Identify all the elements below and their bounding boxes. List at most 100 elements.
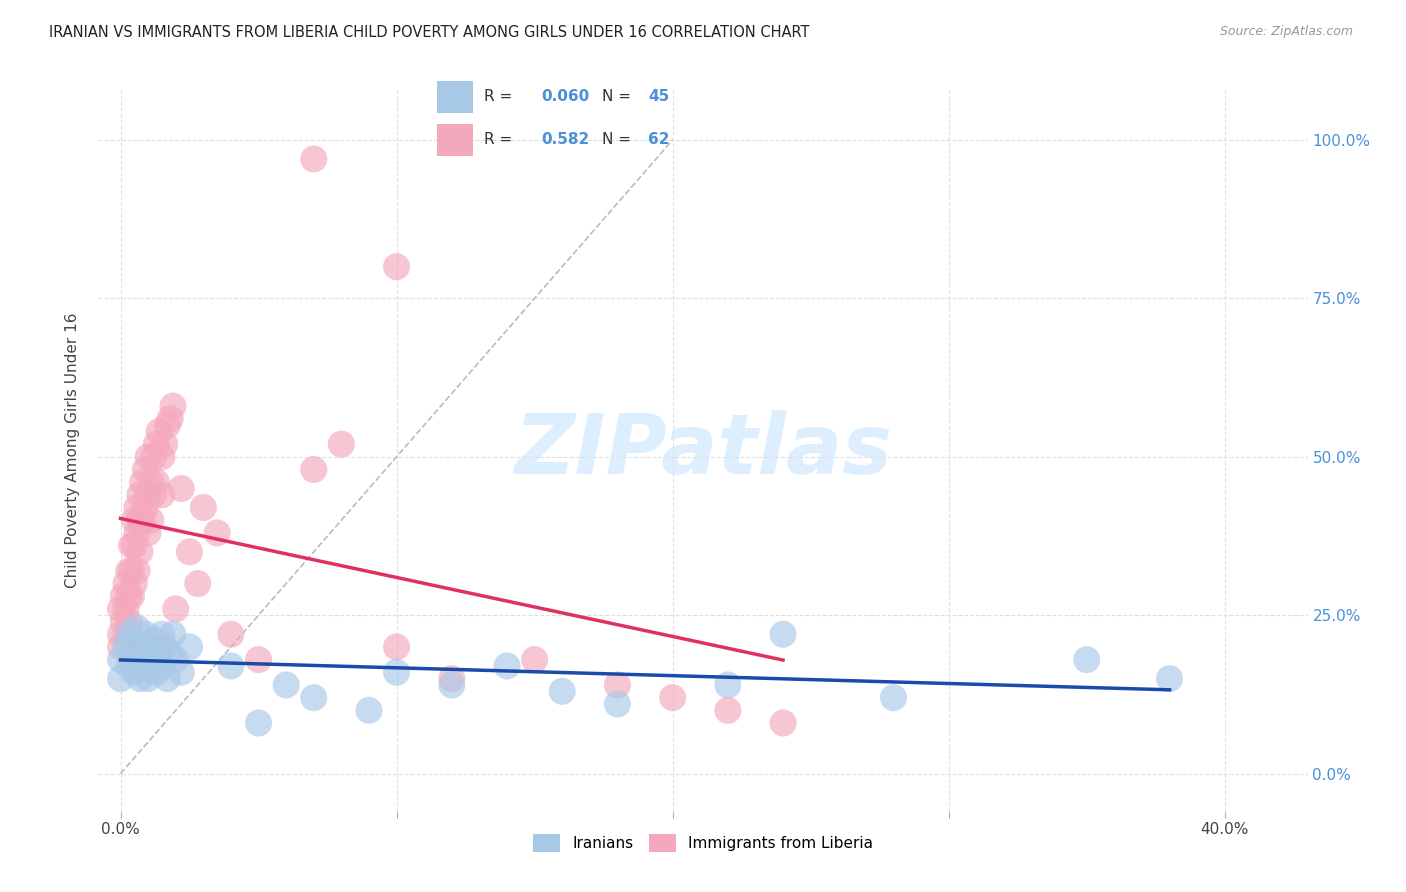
- Point: [159, 411, 181, 425]
- Point: [128, 672, 150, 686]
- Text: N =: N =: [602, 89, 636, 104]
- Point: [125, 652, 148, 666]
- Legend: Iranians, Immigrants from Liberia: Iranians, Immigrants from Liberia: [526, 828, 880, 858]
- Text: R =: R =: [484, 89, 517, 104]
- Point: [118, 589, 141, 603]
- Point: [124, 665, 146, 680]
- Point: [115, 576, 138, 591]
- Point: [134, 500, 156, 515]
- Point: [150, 450, 173, 464]
- Point: [247, 716, 270, 731]
- Point: [124, 576, 146, 591]
- Text: 45: 45: [648, 89, 669, 104]
- Point: [156, 672, 179, 686]
- Point: [125, 564, 148, 578]
- Point: [179, 640, 201, 654]
- Bar: [437, 124, 472, 156]
- Point: [136, 525, 159, 540]
- Point: [110, 640, 132, 654]
- Point: [302, 690, 325, 705]
- Bar: [437, 81, 472, 112]
- Point: [110, 627, 132, 641]
- Point: [124, 633, 146, 648]
- Point: [882, 690, 904, 705]
- Text: 0.582: 0.582: [541, 132, 589, 147]
- Point: [121, 589, 143, 603]
- Point: [148, 646, 170, 660]
- Point: [165, 602, 187, 616]
- Point: [128, 513, 150, 527]
- Point: [115, 627, 138, 641]
- Point: [124, 513, 146, 527]
- Point: [128, 640, 150, 654]
- Point: [134, 659, 156, 673]
- Point: [145, 475, 167, 490]
- Point: [496, 659, 519, 673]
- Point: [125, 621, 148, 635]
- Point: [219, 627, 242, 641]
- Text: Source: ZipAtlas.com: Source: ZipAtlas.com: [1219, 25, 1353, 38]
- Point: [165, 652, 187, 666]
- Point: [139, 513, 162, 527]
- Point: [118, 564, 141, 578]
- Point: [523, 652, 546, 666]
- Point: [162, 399, 184, 413]
- Point: [1159, 672, 1181, 686]
- Point: [142, 488, 165, 502]
- Point: [125, 500, 148, 515]
- Point: [136, 672, 159, 686]
- Point: [440, 678, 463, 692]
- Point: [606, 697, 628, 711]
- Point: [139, 475, 162, 490]
- Point: [170, 665, 193, 680]
- Point: [357, 703, 380, 717]
- Point: [145, 437, 167, 451]
- Point: [128, 488, 150, 502]
- Point: [179, 545, 201, 559]
- Point: [121, 539, 143, 553]
- Point: [302, 462, 325, 476]
- Point: [148, 425, 170, 439]
- Text: ZIPatlas: ZIPatlas: [515, 410, 891, 491]
- Point: [115, 602, 138, 616]
- Point: [156, 418, 179, 433]
- Point: [187, 576, 209, 591]
- Point: [606, 678, 628, 692]
- Point: [121, 646, 143, 660]
- Point: [136, 640, 159, 654]
- Point: [131, 646, 153, 660]
- Point: [136, 488, 159, 502]
- Point: [717, 703, 740, 717]
- Point: [142, 450, 165, 464]
- Point: [159, 646, 181, 660]
- Point: [153, 640, 176, 654]
- Point: [150, 659, 173, 673]
- Point: [717, 678, 740, 692]
- Point: [1076, 652, 1098, 666]
- Point: [145, 665, 167, 680]
- Point: [150, 627, 173, 641]
- Y-axis label: Child Poverty Among Girls Under 16: Child Poverty Among Girls Under 16: [65, 313, 80, 588]
- Point: [661, 690, 683, 705]
- Point: [440, 672, 463, 686]
- Point: [219, 659, 242, 673]
- Point: [153, 437, 176, 451]
- Point: [118, 659, 141, 673]
- Point: [112, 589, 135, 603]
- Point: [131, 513, 153, 527]
- Point: [121, 564, 143, 578]
- Point: [247, 652, 270, 666]
- Text: N =: N =: [602, 132, 636, 147]
- Text: 62: 62: [648, 132, 669, 147]
- Point: [551, 684, 574, 698]
- Point: [110, 672, 132, 686]
- Point: [131, 475, 153, 490]
- Point: [385, 260, 408, 274]
- Point: [134, 462, 156, 476]
- Point: [162, 627, 184, 641]
- Point: [385, 640, 408, 654]
- Point: [150, 488, 173, 502]
- Point: [142, 633, 165, 648]
- Point: [276, 678, 298, 692]
- Point: [772, 716, 794, 731]
